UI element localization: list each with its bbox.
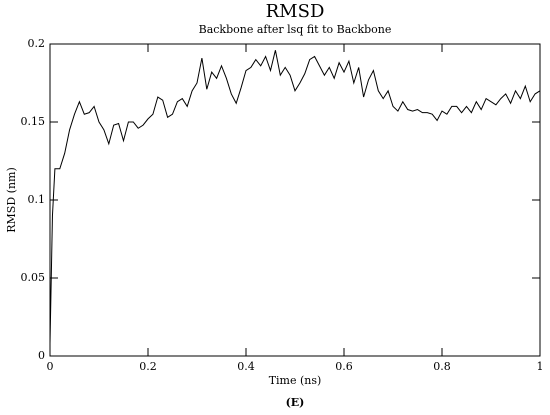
chart-subtitle: Backbone after lsq fit to Backbone — [199, 23, 392, 36]
x-tick-label: 1 — [537, 360, 544, 373]
y-tick-label: 0.15 — [21, 115, 46, 128]
y-tick-label: 0.05 — [21, 271, 46, 284]
x-tick-label: 0.4 — [237, 360, 255, 373]
chart-title: RMSD — [266, 1, 325, 22]
x-tick-label: 0.6 — [335, 360, 353, 373]
x-tick-label: 0.8 — [433, 360, 451, 373]
y-tick-label: 0 — [38, 349, 45, 362]
y-axis-label: RMSD (nm) — [5, 167, 18, 233]
y-tick-label: 0.2 — [28, 37, 46, 50]
x-tick-label: 0 — [47, 360, 54, 373]
x-tick-label: 0.2 — [139, 360, 157, 373]
x-axis-label: Time (ns) — [269, 374, 322, 387]
caption: (E) — [286, 396, 305, 409]
y-tick-label: 0.1 — [28, 193, 46, 206]
data-line — [49, 50, 541, 344]
